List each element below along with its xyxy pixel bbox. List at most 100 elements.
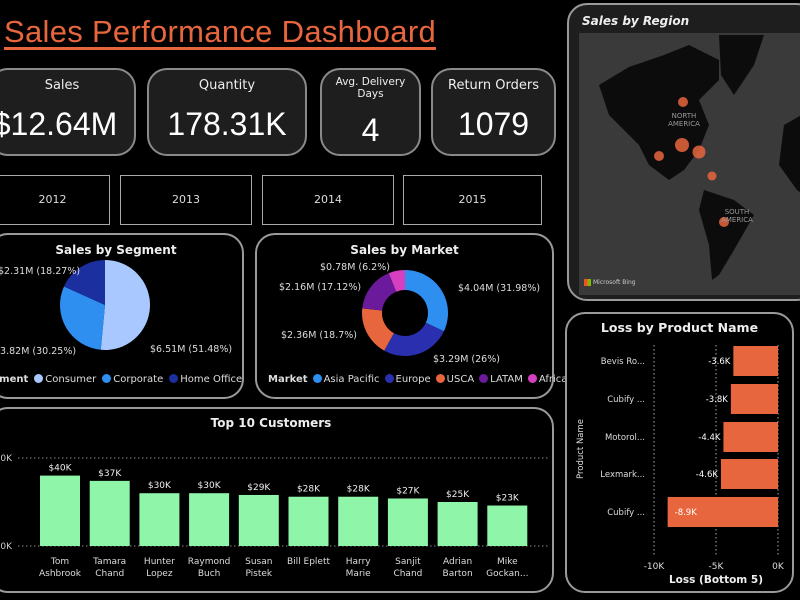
x-tick-label: Buch — [198, 569, 221, 579]
kpi-label: Sales — [44, 78, 80, 93]
region-bubble[interactable] — [692, 145, 706, 159]
loss-chart: -10K -5K 0K -3.6K Bevis Ro... -3.8K Cubify ...… — [576, 345, 785, 586]
kpi-value: $12.64M — [0, 106, 118, 142]
attribution-text: Microsoft Bing — [593, 279, 636, 286]
region-bubble[interactable] — [707, 171, 717, 181]
slice-europe[interactable] — [384, 322, 444, 356]
region-bubble[interactable] — [675, 138, 689, 152]
kpi-card-sales: Sales $12.64M — [0, 68, 136, 156]
bar[interactable] — [238, 494, 279, 546]
data-label-asia-pacific: $4.04M (31.98%) — [458, 283, 541, 294]
kpi-label: Avg. Delivery Days — [335, 76, 406, 100]
x-tick-label: Raymond — [188, 557, 231, 567]
map-attribution: Microsoft Bing — [584, 279, 636, 286]
bar[interactable] — [723, 422, 778, 452]
kpi-card-quantity: Quantity 178.31K — [147, 68, 307, 156]
map-canvas[interactable] — [569, 5, 800, 301]
chart-title: Loss by Product Name — [600, 320, 759, 335]
sales-by-region-map[interactable]: Sales by Region NORTH AMERICA SOUTH AMER… — [567, 3, 800, 301]
x-tick-label: Chand — [393, 569, 422, 579]
data-label-usca: $2.36M (18.7%) — [281, 330, 358, 341]
kpi-label: Quantity — [198, 78, 256, 93]
slice-home-office[interactable] — [63, 260, 105, 305]
map-label-north-america: NORTH AMERICA — [668, 112, 700, 128]
legend-item-europe[interactable]: Europe — [384, 374, 431, 385]
year-slicer-2012[interactable]: 2012 — [0, 175, 110, 225]
legend-item-africa[interactable]: Africa — [527, 374, 567, 385]
top-customers-chart: 0K 50K $40K Tom Ashbrook $37K Tamara Chand $30K H… — [0, 454, 548, 579]
region-bubble[interactable] — [654, 151, 664, 161]
bar[interactable] — [288, 496, 329, 546]
y-tick-label: 50K — [0, 454, 13, 464]
slice-corporate[interactable] — [60, 286, 105, 350]
slice-consumer[interactable] — [100, 260, 150, 350]
y-axis-title: Product Name — [576, 419, 586, 479]
bar[interactable] — [387, 498, 428, 546]
data-label: $28K — [297, 485, 321, 495]
legend-item-corporate[interactable]: Corporate — [102, 374, 163, 385]
x-tick-label: Susan — [245, 557, 272, 567]
slice-asia-pacific[interactable] — [405, 270, 448, 332]
map-title: Sales by Region — [582, 14, 690, 28]
slice-usca[interactable] — [362, 308, 394, 351]
region-bubble[interactable] — [678, 97, 688, 107]
x-tick-label: -10K — [644, 562, 666, 572]
data-label: -4.6K — [696, 470, 719, 480]
data-label: $29K — [247, 483, 271, 493]
africa-europe-shape — [779, 115, 800, 193]
kpi-card-delivery-days: Avg. Delivery Days 4 — [320, 68, 421, 156]
greenland-shape — [719, 35, 764, 95]
x-tick-label: Barton — [443, 569, 473, 579]
page-title: Sales Performance Dashboard — [4, 14, 436, 49]
bar[interactable] — [139, 493, 180, 546]
data-label: $30K — [148, 481, 172, 491]
slice-latam[interactable] — [362, 273, 397, 311]
data-label-home-office: $2.31M (18.27%) — [0, 266, 81, 277]
bar[interactable] — [338, 496, 379, 546]
data-label: $30K — [198, 481, 222, 491]
bar[interactable] — [189, 493, 230, 546]
x-tick-label: Mike — [497, 557, 518, 567]
y-tick-label: Cubify ... — [607, 395, 645, 405]
data-label: -8.9K — [675, 508, 698, 518]
y-tick-label: Cubify ... — [607, 508, 645, 518]
bar[interactable] — [720, 459, 778, 489]
slice-africa[interactable] — [388, 270, 405, 292]
data-label-africa: $0.78M (6.2%) — [320, 262, 390, 273]
legend-item-consumer[interactable]: Consumer — [34, 374, 96, 385]
data-label: -3.6K — [708, 357, 731, 367]
kpi-card-return-orders: Return Orders 1079 — [431, 68, 556, 156]
market-donut-svg — [362, 270, 448, 356]
legend-item-latam[interactable]: LATAM — [479, 374, 523, 385]
x-tick-label: Pistek — [245, 569, 272, 579]
legend-item-usca[interactable]: USCA — [435, 374, 474, 385]
kpi-value: 178.31K — [167, 106, 287, 142]
year-slicer-2014[interactable]: 2014 — [262, 175, 394, 225]
x-tick-label: Harry — [346, 557, 372, 567]
x-tick-label: Gockan... — [486, 569, 528, 579]
data-label: -4.4K — [698, 433, 721, 443]
year-slicer-2015[interactable]: 2015 — [403, 175, 542, 225]
year-slicer-2013[interactable]: 2013 — [120, 175, 252, 225]
region-bubble[interactable] — [719, 217, 729, 227]
kpi-value: 1079 — [457, 106, 530, 142]
bar[interactable] — [667, 497, 778, 527]
kpi-label: Return Orders — [448, 78, 539, 93]
data-label: $23K — [496, 494, 520, 504]
data-label-consumer: $6.51M (51.48%) — [150, 344, 233, 355]
bar[interactable] — [437, 502, 478, 546]
data-label: $27K — [396, 486, 420, 496]
y-tick-label: Lexmark... — [600, 470, 645, 480]
bar[interactable] — [730, 384, 778, 414]
x-tick-label: Ashbrook — [39, 569, 82, 579]
bar[interactable] — [733, 346, 778, 376]
data-label-europe: $3.29M (26%) — [433, 354, 500, 365]
legend-item-asia-pacific[interactable]: Asia Pacific — [312, 374, 380, 385]
bar[interactable] — [40, 475, 80, 546]
data-label: -3.8K — [706, 395, 729, 405]
legend-item-home-office[interactable]: Home Office — [169, 374, 242, 385]
x-axis-title: Loss (Bottom 5) — [669, 574, 763, 586]
bar[interactable] — [89, 480, 130, 546]
legend-title: Market — [268, 374, 308, 385]
bar[interactable] — [487, 505, 528, 546]
